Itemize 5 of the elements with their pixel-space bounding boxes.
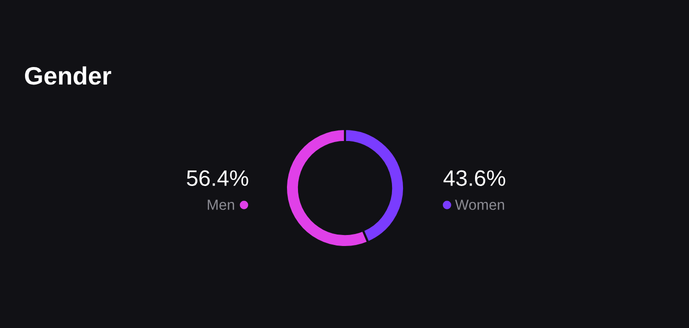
data-label: 56.4% (186, 170, 248, 186)
slice-label: Men (208, 200, 234, 210)
legend-label: Women (455, 200, 504, 210)
data-label: 43.6% (444, 170, 506, 186)
chart-title: Gender (25, 66, 112, 85)
